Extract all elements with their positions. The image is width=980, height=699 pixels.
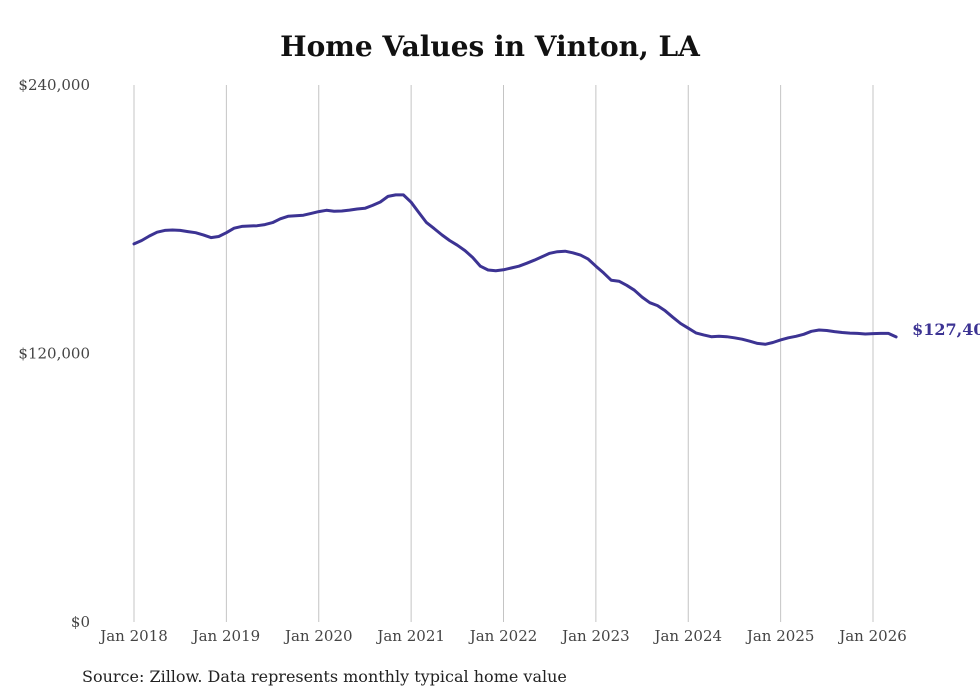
y-axis: $0 $120,000 $240,000	[18, 76, 90, 631]
x-tick-label: Jan 2020	[283, 627, 353, 645]
chart-title: Home Values in Vinton, LA	[280, 30, 700, 63]
x-tick-label: Jan 2023	[560, 627, 630, 645]
source-note: Source: Zillow. Data represents monthly …	[82, 667, 567, 686]
end-value-label: $127,407	[912, 320, 980, 339]
x-tick-label: Jan 2018	[98, 627, 168, 645]
x-tick-label: Jan 2022	[468, 627, 538, 645]
y-tick-label: $120,000	[18, 345, 90, 363]
x-tick-label: Jan 2026	[837, 627, 907, 645]
x-tick-label: Jan 2024	[652, 627, 722, 645]
y-tick-label: $0	[71, 613, 90, 631]
x-tick-label: Jan 2025	[745, 627, 815, 645]
gridlines	[133, 85, 874, 622]
y-tick-label: $240,000	[18, 76, 90, 94]
series-line	[132, 193, 898, 346]
x-tick-label: Jan 2021	[375, 627, 445, 645]
x-tick-label: Jan 2019	[191, 627, 261, 645]
x-axis: Jan 2018 Jan 2019 Jan 2020 Jan 2021 Jan 2022…	[98, 627, 907, 645]
